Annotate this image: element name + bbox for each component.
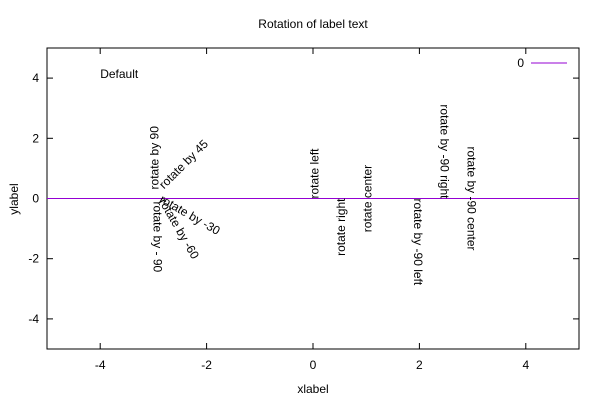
x-tick-label: 4 [522, 358, 529, 372]
rotated-label: rotate left [307, 148, 321, 199]
rotated-label: rotate center [361, 165, 375, 232]
axis-ticks: -4 -2 0 2 4 -4 -2 0 2 4 [28, 48, 579, 372]
chart-title: Rotation of label text [258, 17, 368, 31]
x-tick-label: -2 [201, 358, 212, 372]
rotated-label: rotate by -90 center [464, 146, 478, 250]
x-tick-label: 0 [310, 358, 317, 372]
rotated-label: rotate by -90 right [438, 104, 452, 199]
rotated-label: Default [100, 67, 139, 81]
rotated-label: rotate by 90 [148, 126, 162, 190]
y-tick-label: 4 [32, 71, 39, 85]
rotated-label: rotate by 45 [156, 137, 211, 192]
y-tick-label: 2 [32, 131, 39, 145]
x-axis-label: xlabel [297, 382, 328, 396]
y-axis-label: ylabel [7, 183, 21, 214]
x-tick-label: 2 [416, 358, 423, 372]
y-tick-label: -4 [28, 312, 39, 326]
legend: 0 [517, 56, 567, 70]
rotated-label: rotate by -90 left [411, 199, 425, 286]
y-tick-label: 0 [32, 192, 39, 206]
legend-label: 0 [517, 56, 524, 70]
rotated-label: rotate by - 90 [150, 202, 164, 273]
y-tick-label: -2 [28, 252, 39, 266]
rotated-label: rotate right [334, 198, 348, 256]
x-tick-label: -4 [95, 358, 106, 372]
